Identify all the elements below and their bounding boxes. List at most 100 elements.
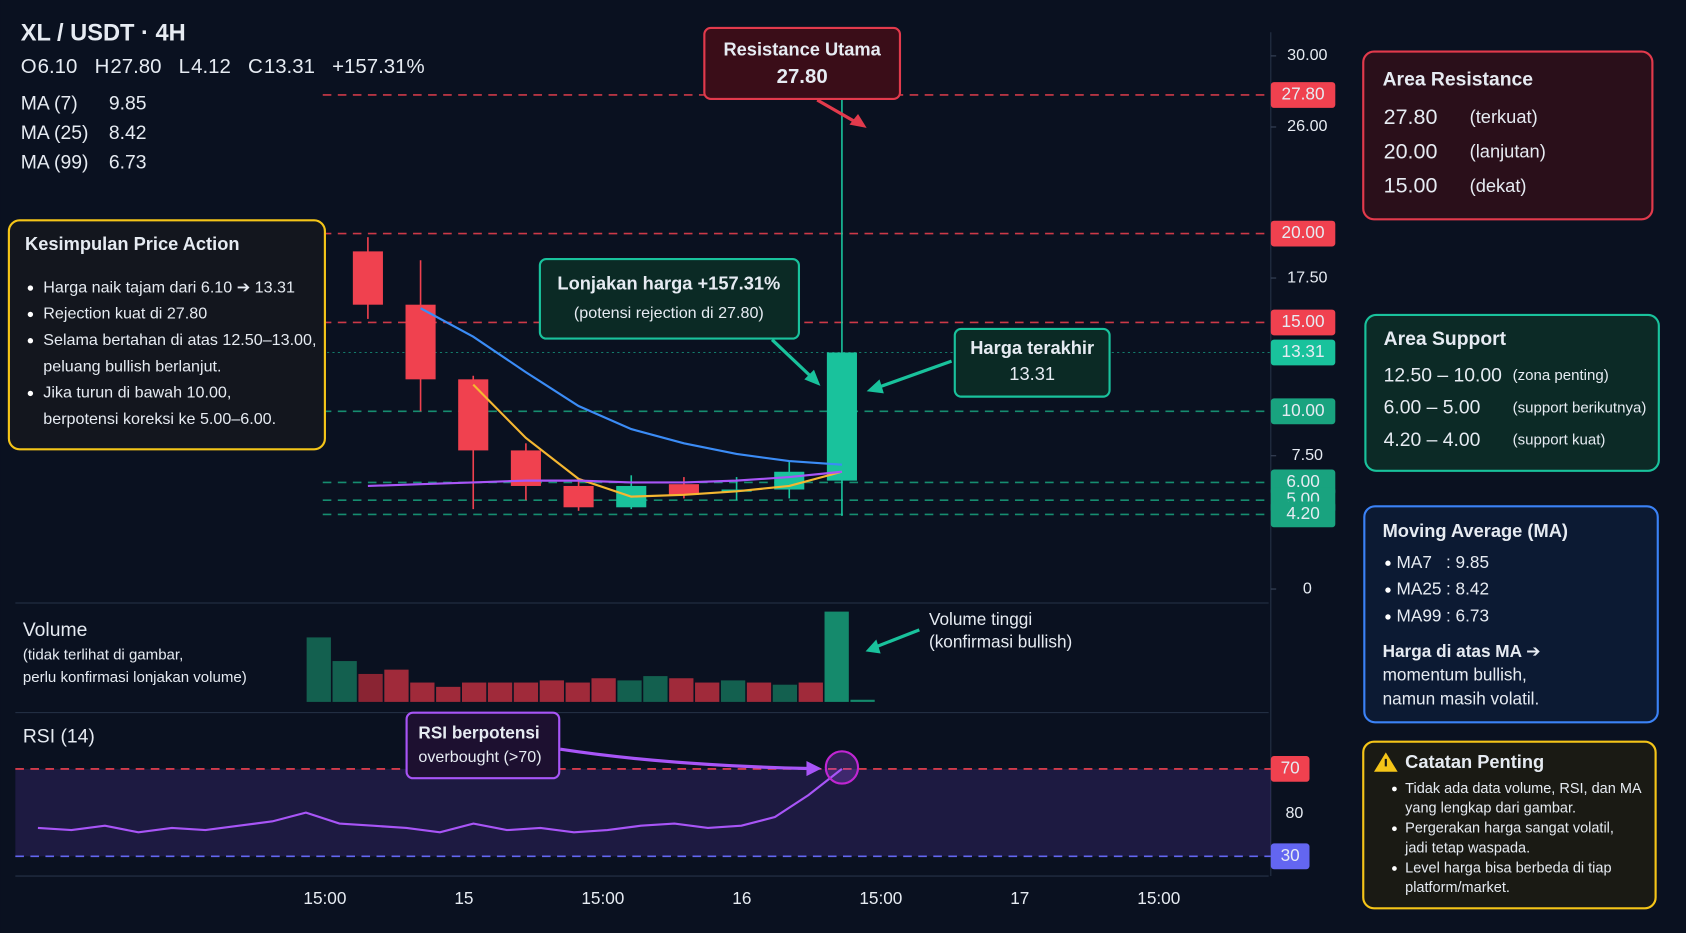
rsi-title: RSI (14) xyxy=(23,725,95,747)
note-text: Pergerakan harga sangat volatil, xyxy=(1405,821,1614,837)
level-note: (dekat) xyxy=(1470,175,1527,196)
legend-value: 9.85 xyxy=(109,92,147,114)
volume-bar xyxy=(669,678,694,702)
panel-title: Moving Average (MA) xyxy=(1383,520,1568,541)
volume-bar xyxy=(306,637,331,702)
bullet-dot xyxy=(1385,614,1391,620)
bullet-dot xyxy=(27,285,34,291)
ma-value: : 8.42 xyxy=(1446,579,1489,599)
price-level-label: 4.20 xyxy=(1286,503,1319,523)
note-text: yang lengkap dari gambar. xyxy=(1405,801,1576,817)
y-tick-label: 17.50 xyxy=(1287,268,1327,286)
level-value: 6.00 – 5.00 xyxy=(1384,397,1481,419)
support-rows: 12.50 – 10.00 (zona penting) 6.00 – 5.00 (s… xyxy=(1384,364,1647,450)
x-tick-label: 15:00 xyxy=(1137,888,1180,908)
volume-bar xyxy=(513,682,539,702)
rsi-level-tag xyxy=(1270,756,1310,782)
price-level-tag xyxy=(1270,82,1336,108)
legend-name: MA (99) xyxy=(21,151,89,173)
y-tick-label: 26.00 xyxy=(1287,117,1327,135)
level-note: (lanjutan) xyxy=(1470,140,1546,161)
ohlc-row: O 6.10 H 27.80 L 4.12 C 13.31 +157.31% xyxy=(21,56,425,78)
volume-title: Volume xyxy=(23,619,87,641)
volume-bar xyxy=(384,669,409,702)
ma-panel xyxy=(1363,505,1659,724)
candle-body xyxy=(458,379,489,451)
candle-body xyxy=(826,352,857,481)
arrow-head xyxy=(866,379,884,394)
summary-text: Rejection kuat di 27.80 xyxy=(43,305,207,323)
bullet-dot xyxy=(1392,786,1397,792)
volume-bar xyxy=(720,680,746,702)
ohlc-value: 4.12 xyxy=(191,56,231,78)
rsi-level-label: 30 xyxy=(1281,845,1300,865)
resistance-callout xyxy=(703,26,902,100)
arrow-head xyxy=(806,761,822,777)
volume-bar xyxy=(643,676,668,702)
bullet-dot xyxy=(1385,587,1391,593)
ohlc-value: 13.31 xyxy=(264,56,315,78)
price-level-tag xyxy=(1270,309,1336,336)
level-note: (support berikutnya) xyxy=(1513,399,1647,416)
callout-title: Harga terakhir xyxy=(970,337,1094,358)
resistance-panel xyxy=(1362,50,1654,221)
volume-bar xyxy=(436,686,461,702)
arrow-head xyxy=(849,113,867,128)
callout-text: (potensi rejection di 27.80) xyxy=(574,304,764,322)
y-tick-label: 7.50 xyxy=(1292,446,1323,464)
last-price-callout xyxy=(953,327,1111,398)
pair-title: XL / USDT · 4H xyxy=(21,21,186,47)
level-note: (terkuat) xyxy=(1470,106,1538,127)
summary-text: berpotensi koreksi ke 5.00–6.00. xyxy=(43,410,276,428)
ma-legend: MA (7) 9.85 MA (25) 8.42 MA (99) 6.73 xyxy=(21,92,147,173)
legend-name: MA (7) xyxy=(21,92,78,114)
rsi-level-label: 70 xyxy=(1281,757,1300,777)
rsi-callout xyxy=(405,711,561,780)
resistance-rows: 27.80 (terkuat) 20.00 (lanjutan) 15.00 (dekat… xyxy=(1384,105,1546,198)
rsi-band xyxy=(15,768,1271,857)
ma-name: MA25 xyxy=(1397,579,1442,599)
legend-value: 6.73 xyxy=(109,151,147,173)
candle-body xyxy=(563,485,594,508)
volume-bar xyxy=(591,678,616,702)
volume-bar xyxy=(487,682,513,702)
x-tick-label: 15:00 xyxy=(303,888,346,908)
spike-callout xyxy=(538,257,801,340)
note-text: Tidak ada data volume, RSI, dan MA xyxy=(1405,781,1642,797)
ohlc-key: C xyxy=(248,56,263,78)
candle-body xyxy=(352,251,383,305)
arrow-head xyxy=(804,369,821,386)
price-level-tag xyxy=(1270,501,1336,528)
arrow-head xyxy=(865,639,881,654)
ma-line xyxy=(472,383,843,498)
callout-arrow xyxy=(875,359,953,390)
summary-text: peluang bullish berlanjut. xyxy=(43,357,221,375)
callout-title: RSI berpotensi xyxy=(418,723,539,743)
rsi-line xyxy=(37,768,843,834)
y-tick-label: 0 xyxy=(1303,579,1312,597)
summary-title: Kesimpulan Price Action xyxy=(25,233,240,254)
y-tick-label: 30.00 xyxy=(1287,46,1327,64)
x-tick-label: 15 xyxy=(454,888,473,908)
volume-bar xyxy=(772,684,798,702)
level-value: 20.00 xyxy=(1384,139,1438,163)
volume-subtitle: (tidak terlihat di gambar, xyxy=(23,647,183,664)
callout-value: 13.31 xyxy=(1009,363,1055,384)
rsi-mid-label: 80 xyxy=(1285,804,1303,822)
ma-value: : 9.85 xyxy=(1446,552,1489,572)
level-value: 15.00 xyxy=(1384,174,1438,198)
level-value: 4.20 – 4.00 xyxy=(1384,429,1481,451)
callout-title: Resistance Utama xyxy=(723,38,881,59)
bullet-dot xyxy=(1392,826,1397,832)
level-value: 12.50 – 10.00 xyxy=(1384,364,1502,386)
ohlc-value: 27.80 xyxy=(110,56,161,78)
ohlc-key: O xyxy=(21,56,37,78)
legend-name: MA (25) xyxy=(21,122,89,144)
volume-bar xyxy=(824,611,849,702)
bullet-dot xyxy=(27,338,34,344)
volume-bar xyxy=(358,673,383,702)
candle-body xyxy=(668,484,699,495)
volume-subtitle: perlu konfirmasi lonjakan volume) xyxy=(23,669,247,686)
